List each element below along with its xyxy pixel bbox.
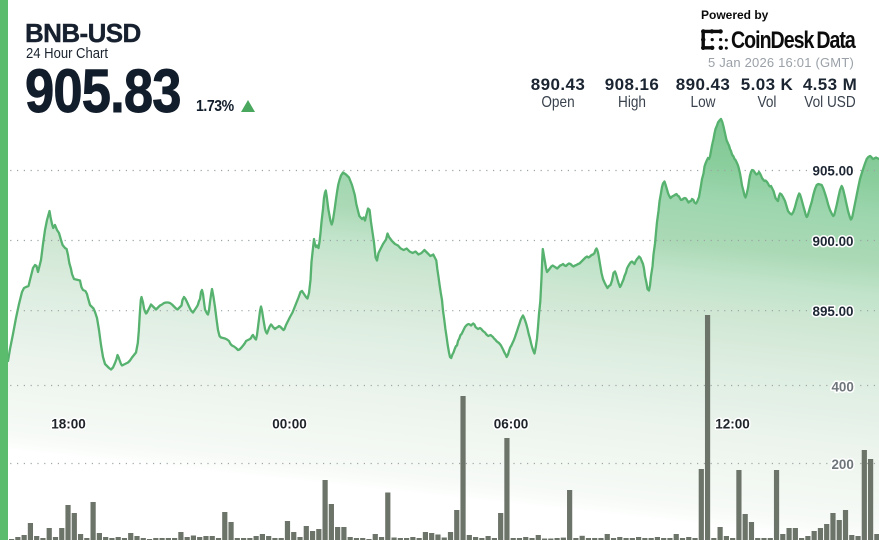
svg-text:18:00: 18:00 bbox=[51, 416, 86, 431]
svg-text:12:00: 12:00 bbox=[715, 416, 750, 431]
svg-text:00:00: 00:00 bbox=[272, 416, 307, 431]
svg-text:200: 200 bbox=[831, 457, 853, 472]
svg-text:900.00: 900.00 bbox=[813, 234, 854, 249]
svg-text:905.00: 905.00 bbox=[813, 163, 854, 178]
svg-text:400: 400 bbox=[831, 380, 853, 395]
svg-text:06:00: 06:00 bbox=[494, 416, 529, 431]
svg-text:895.00: 895.00 bbox=[813, 304, 854, 319]
